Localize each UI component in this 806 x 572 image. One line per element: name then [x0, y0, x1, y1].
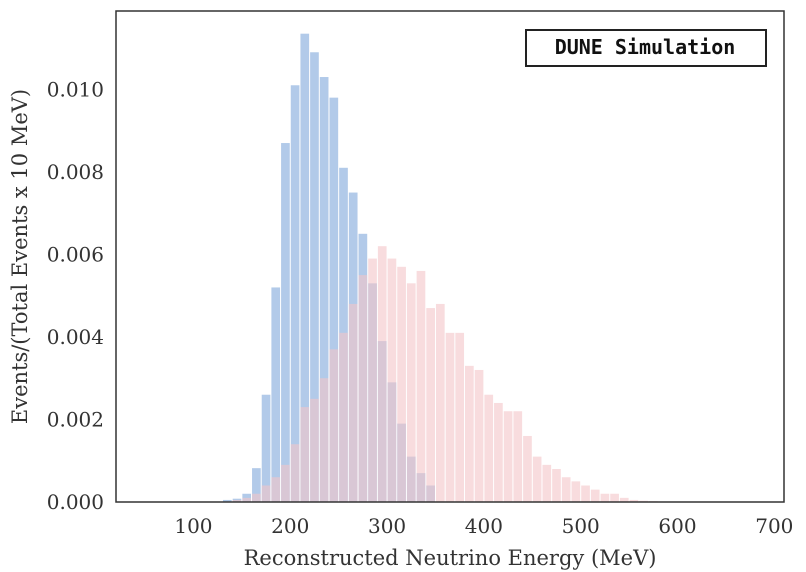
- x-tick-label: 200: [271, 514, 309, 538]
- annotation-box: DUNE Simulation: [525, 29, 767, 67]
- histogram-bar-series-2: [329, 349, 339, 502]
- histogram-bar-series-2: [339, 332, 348, 502]
- histogram-bar-series-1: [271, 287, 281, 502]
- histogram-bar-series-2: [542, 464, 552, 502]
- annotation-text: DUNE Simulation: [555, 35, 736, 59]
- histogram-bar-series-2: [513, 411, 523, 502]
- y-tick-label: 0.006: [47, 242, 104, 266]
- histogram-bar-series-2: [532, 456, 542, 502]
- histogram-bar-series-2: [387, 258, 397, 502]
- histogram-bar-series-2: [494, 402, 503, 502]
- histogram-bar-series-2: [358, 275, 368, 502]
- histogram-bar-series-2: [435, 303, 445, 502]
- y-axis-label: Events/(Total Events x 10 MeV): [8, 89, 32, 424]
- x-tick-label: 400: [465, 514, 503, 538]
- histogram-bar-series-2: [406, 283, 416, 502]
- histogram-bar-series-2: [426, 308, 435, 502]
- y-tick-label: 0.000: [47, 490, 104, 514]
- x-axis-label: Reconstructed Neutrino Energy (MeV): [244, 546, 657, 570]
- bars-layer: [222, 33, 658, 503]
- histogram-bar-series-2: [271, 477, 281, 502]
- histogram-bar-series-2: [629, 499, 639, 502]
- histogram-bar-series-2: [261, 485, 271, 502]
- histogram-bar-series-2: [281, 464, 290, 502]
- histogram-bar-series-2: [377, 246, 387, 502]
- histogram-bar-series-2: [416, 270, 426, 502]
- histogram-bar-series-2: [600, 493, 610, 502]
- histogram-bar-series-2: [397, 266, 406, 502]
- histogram-bar-series-2: [523, 435, 532, 502]
- histogram-bar-series-2: [252, 493, 261, 502]
- x-tick-label: 700: [755, 514, 793, 538]
- histogram-bar-series-2: [319, 378, 329, 502]
- ticks-layer: 100 200 300 400 500 600 700 0.000 0.002 0.004 0.00…: [47, 77, 794, 538]
- x-tick-label: 300: [368, 514, 406, 538]
- histogram-bar-series-2: [552, 468, 561, 502]
- histogram-bar-series-2: [368, 258, 377, 502]
- histogram-bar-series-2: [232, 499, 242, 502]
- histogram-bar-series-2: [474, 369, 484, 502]
- histogram-bar-series-1: [310, 52, 319, 503]
- histogram-bar-series-2: [561, 477, 571, 502]
- histogram-bar-series-1: [261, 394, 271, 502]
- histogram-bar-series-2: [445, 332, 455, 502]
- histogram-bar-series-2: [348, 303, 358, 502]
- histogram-bar-series-2: [503, 411, 513, 502]
- y-tick-label: 0.004: [47, 325, 104, 349]
- y-tick-label: 0.010: [47, 77, 104, 101]
- histogram-bar-series-2: [242, 497, 252, 502]
- plot-frame: [115, 10, 785, 503]
- histogram-bar-series-1: [319, 77, 329, 502]
- x-tick-label: 500: [562, 514, 600, 538]
- x-tick-label: 100: [174, 514, 212, 538]
- histogram-bar-series-1: [281, 143, 290, 502]
- histogram-bar-series-2: [455, 332, 465, 502]
- histogram-bar-series-2: [571, 481, 581, 502]
- y-tick-label: 0.008: [47, 160, 104, 184]
- histogram-bar-series-2: [581, 485, 590, 502]
- histogram-bar-series-2: [310, 398, 319, 502]
- histogram-bar-series-1: [222, 499, 232, 502]
- histogram-bar-series-1: [300, 33, 310, 503]
- histogram-bar-series-2: [590, 489, 600, 502]
- histogram-bar-series-2: [465, 365, 474, 502]
- x-tick-label: 600: [658, 514, 696, 538]
- histogram-bar-series-1: [252, 468, 261, 502]
- histogram-bar-series-2: [610, 493, 619, 502]
- histogram-bar-series-2: [484, 394, 494, 502]
- histogram-bar-series-2: [619, 497, 629, 502]
- annotation-frame: [525, 29, 767, 67]
- histogram-bar-series-1: [329, 97, 339, 502]
- histogram-bar-series-2: [290, 444, 300, 502]
- histogram-bar-series-1: [290, 85, 300, 502]
- histogram-bar-series-2: [300, 407, 310, 502]
- y-tick-label: 0.002: [47, 407, 104, 431]
